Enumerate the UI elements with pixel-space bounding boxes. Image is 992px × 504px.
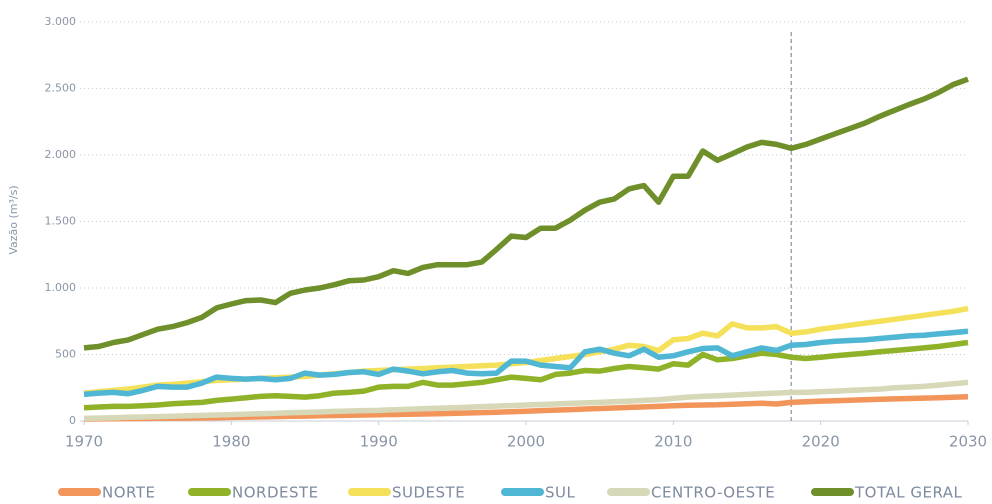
x-tick-label: 1990 xyxy=(360,433,398,451)
y-tick-label: 2.500 xyxy=(45,82,77,95)
series-line xyxy=(83,328,969,398)
series-line xyxy=(83,379,969,422)
series-line xyxy=(83,339,969,411)
y-tick-label: 0 xyxy=(69,414,76,427)
x-tick-label: 1970 xyxy=(65,433,103,451)
y-tick-label: 1.000 xyxy=(45,281,77,294)
x-tick-label: 2030 xyxy=(949,433,987,451)
x-tick-label: 2020 xyxy=(802,433,840,451)
y-tick-label: 500 xyxy=(55,348,76,361)
y-tick-label: 1.500 xyxy=(45,215,77,228)
x-tick-label: 2010 xyxy=(654,433,692,451)
y-axis-label: Vazão (m³/s) xyxy=(7,185,20,254)
legend-label: CENTRO-OESTE xyxy=(651,484,775,502)
legend-label: NORDESTE xyxy=(232,484,319,502)
legend-label: NORTE xyxy=(102,484,156,502)
x-tick-label: 1980 xyxy=(212,433,250,451)
x-tick-label: 2000 xyxy=(507,433,545,451)
series-line xyxy=(83,394,969,422)
legend-label: SUDESTE xyxy=(392,484,465,502)
series-line xyxy=(83,76,969,351)
y-tick-label: 2.000 xyxy=(45,148,77,161)
legend-label: SUL xyxy=(545,484,576,502)
y-tick-label: 3.000 xyxy=(45,15,77,28)
legend-label: TOTAL GERAL xyxy=(854,484,963,502)
